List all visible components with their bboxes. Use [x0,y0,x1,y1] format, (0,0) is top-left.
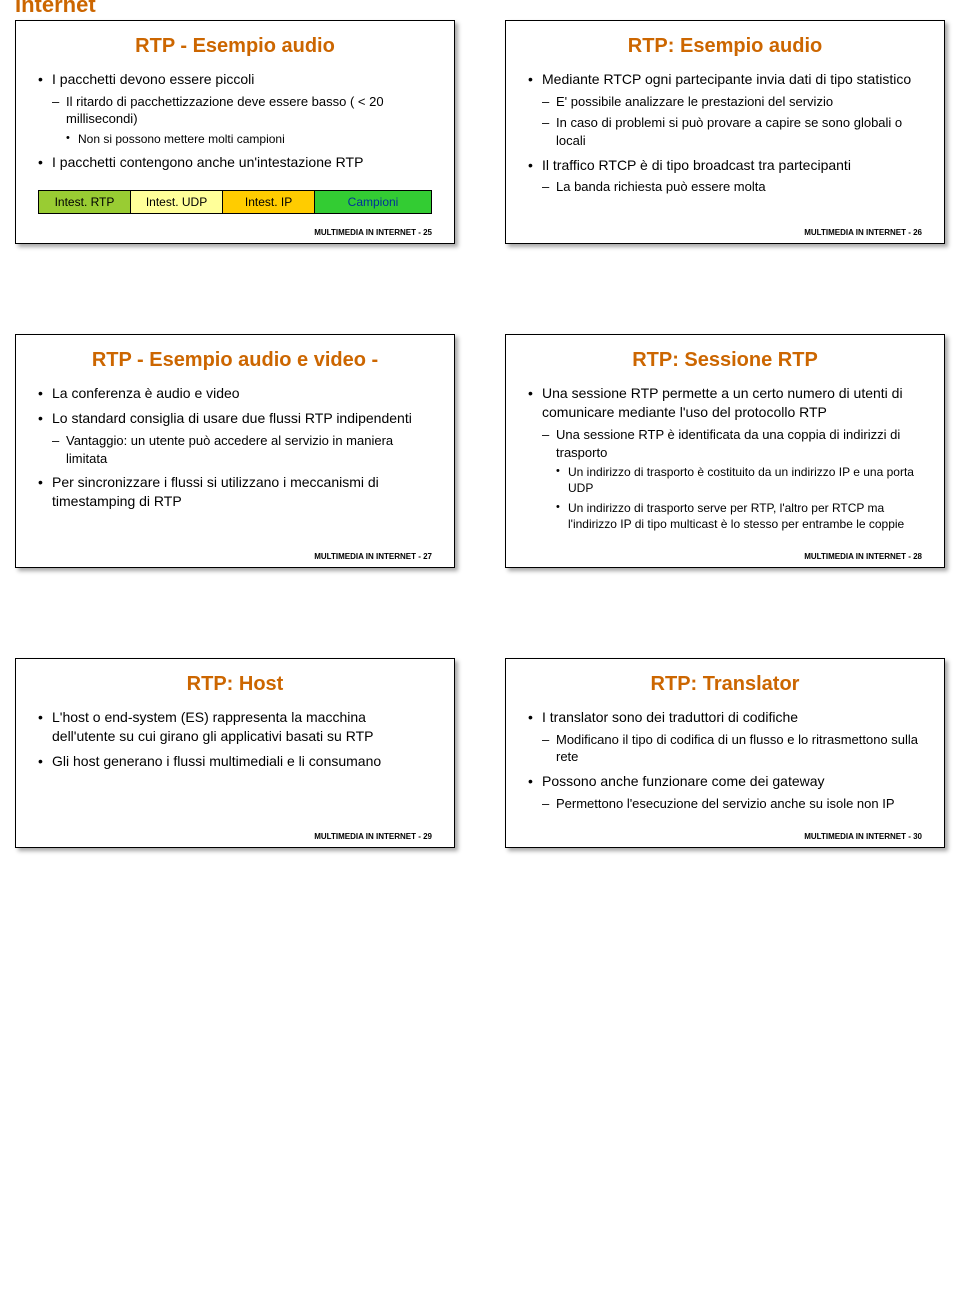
slide-content: L'host o end-system (ES) rappresenta la … [38,708,432,818]
bullet-item: Per sincronizzare i flussi si utilizzano… [38,473,432,511]
bullet-item: I pacchetti devono essere piccoliIl rita… [38,70,432,147]
slide-content: I pacchetti devono essere piccoliIl rita… [38,70,432,214]
bullet-item: Una sessione RTP è identificata da una c… [542,426,922,532]
bullet-list-lvl2: La banda richiesta può essere molta [542,178,922,196]
bullet-list-lvl1: I pacchetti devono essere piccoliIl rita… [38,70,432,172]
packet-segment: Campioni [315,191,431,213]
slide-footer: MULTIMEDIA IN INTERNET - 26 [528,224,922,237]
slide-content: Una sessione RTP permette a un certo num… [528,384,922,538]
bullet-item: Un indirizzo di trasporto è costituito d… [556,464,922,496]
bullet-item: In caso di problemi si può provare a cap… [542,114,922,149]
partial-header: Internet [15,0,96,18]
bullet-list-lvl2: Una sessione RTP è identificata da una c… [542,426,922,532]
slide: RTP - Esempio audio e video - La conferen… [15,334,455,568]
bullet-item: Possono anche funzionare come dei gatewa… [528,772,922,812]
slide-content: Mediante RTCP ogni partecipante invia da… [528,70,922,214]
bullet-item: Il traffico RTCP è di tipo broadcast tra… [528,156,922,196]
slide-row: RTP - Esempio audio e video - La conferen… [15,334,945,568]
bullet-list-lvl2: Vantaggio: un utente può accedere al ser… [52,432,432,467]
bullet-list-lvl1: Mediante RTCP ogni partecipante invia da… [528,70,922,196]
slide: RTP: Translator I translator sono dei tra… [505,658,945,848]
slide: RTP: Sessione RTP Una sessione RTP permet… [505,334,945,568]
packet-segment: Intest. UDP [131,191,223,213]
slide-title: RTP - Esempio audio e video - [38,349,432,372]
bullet-list-lvl1: Una sessione RTP permette a un certo num… [528,384,922,532]
slide: RTP - Esempio audio I pacchetti devono es… [15,20,455,244]
bullet-list-lvl3: Un indirizzo di trasporto è costituito d… [556,464,922,532]
slide-row: RTP: Host L'host o end-system (ES) rappre… [15,658,945,848]
slide: RTP: Esempio audio Mediante RTCP ogni par… [505,20,945,244]
bullet-item: Modificano il tipo di codifica di un flu… [542,731,922,766]
slides-container: RTP - Esempio audio I pacchetti devono es… [15,20,945,848]
slide-title: RTP: Esempio audio [528,35,922,58]
bullet-item: Non si possono mettere molti campioni [66,131,432,147]
bullet-list-lvl1: I translator sono dei traduttori di codi… [528,708,922,812]
bullet-list-lvl1: L'host o end-system (ES) rappresenta la … [38,708,432,771]
packet-segment: Intest. IP [223,191,315,213]
bullet-item: Un indirizzo di trasporto serve per RTP,… [556,500,922,532]
slide-footer: MULTIMEDIA IN INTERNET - 30 [528,828,922,841]
bullet-item: Il ritardo di pacchettizzazione deve ess… [52,93,432,147]
bullet-item: Permettono l'esecuzione del servizio anc… [542,795,922,813]
slide-content: I translator sono dei traduttori di codi… [528,708,922,818]
slide-title: RTP: Translator [528,673,922,696]
bullet-item: Vantaggio: un utente può accedere al ser… [52,432,432,467]
slide-row: RTP - Esempio audio I pacchetti devono es… [15,20,945,244]
slide-footer: MULTIMEDIA IN INTERNET - 29 [38,828,432,841]
bullet-item: La conferenza è audio e video [38,384,432,403]
bullet-list-lvl3: Non si possono mettere molti campioni [66,131,432,147]
bullet-item: L'host o end-system (ES) rappresenta la … [38,708,432,746]
bullet-item: Una sessione RTP permette a un certo num… [528,384,922,532]
slide-title: RTP - Esempio audio [38,35,432,58]
slide-footer: MULTIMEDIA IN INTERNET - 25 [38,224,432,237]
bullet-item: I translator sono dei traduttori di codi… [528,708,922,766]
bullet-item: Gli host generano i flussi multimediali … [38,752,432,771]
bullet-list-lvl2: Permettono l'esecuzione del servizio anc… [542,795,922,813]
slide-title: RTP: Host [38,673,432,696]
slide: RTP: Host L'host o end-system (ES) rappre… [15,658,455,848]
packet-diagram: Intest. RTPIntest. UDPIntest. IPCampioni [38,190,432,214]
bullet-item: La banda richiesta può essere molta [542,178,922,196]
packet-segment: Intest. RTP [39,191,131,213]
bullet-list-lvl1: La conferenza è audio e video Lo standard… [38,384,432,511]
slide-footer: MULTIMEDIA IN INTERNET - 27 [38,548,432,561]
slide-footer: MULTIMEDIA IN INTERNET - 28 [528,548,922,561]
bullet-item: Lo standard consiglia di usare due fluss… [38,409,432,467]
slide-content: La conferenza è audio e video Lo standard… [38,384,432,538]
bullet-list-lvl2: Modificano il tipo di codifica di un flu… [542,731,922,766]
bullet-list-lvl2: Il ritardo di pacchettizzazione deve ess… [52,93,432,147]
bullet-item: E' possibile analizzare le prestazioni d… [542,93,922,111]
page: Internet RTP - Esempio audio I pacchetti … [0,0,960,888]
bullet-item: I pacchetti contengono anche un'intestaz… [38,153,432,172]
bullet-list-lvl2: E' possibile analizzare le prestazioni d… [542,93,922,150]
bullet-item: Mediante RTCP ogni partecipante invia da… [528,70,922,150]
slide-title: RTP: Sessione RTP [528,349,922,372]
